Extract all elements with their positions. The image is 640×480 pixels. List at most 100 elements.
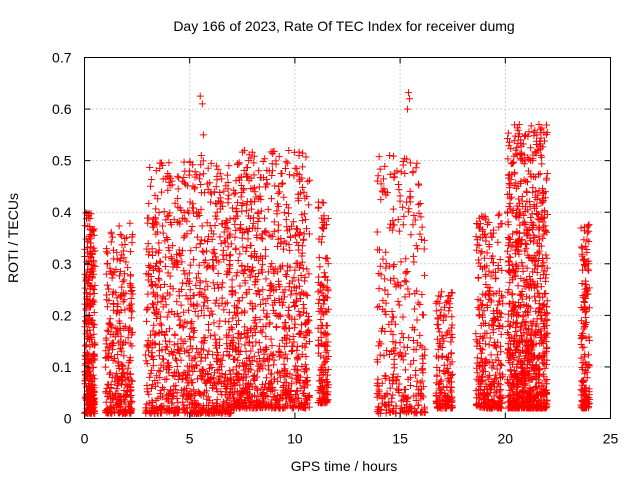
data-point xyxy=(245,286,253,294)
data-point xyxy=(301,392,309,400)
data-point xyxy=(223,348,231,356)
data-point xyxy=(117,344,125,352)
data-point xyxy=(527,386,535,394)
data-point xyxy=(413,316,421,324)
data-point xyxy=(120,352,128,360)
data-point xyxy=(280,245,288,253)
data-point xyxy=(168,177,176,185)
data-point xyxy=(119,370,127,378)
data-point xyxy=(540,259,548,267)
data-point xyxy=(232,226,240,234)
data-point xyxy=(113,294,121,302)
data-point xyxy=(582,242,590,250)
data-point xyxy=(440,361,448,369)
data-point xyxy=(395,227,403,235)
data-point xyxy=(254,217,262,225)
data-point xyxy=(298,217,306,225)
data-point xyxy=(288,315,296,323)
data-point xyxy=(211,221,219,229)
data-point xyxy=(400,392,408,400)
data-point xyxy=(264,355,272,363)
data-point xyxy=(318,223,326,231)
data-point xyxy=(212,162,220,170)
data-point xyxy=(160,208,168,216)
data-point xyxy=(129,290,137,298)
data-point xyxy=(252,338,260,346)
data-point xyxy=(256,192,264,200)
data-point xyxy=(490,290,498,298)
data-point xyxy=(324,215,332,223)
data-point xyxy=(298,362,306,370)
data-point xyxy=(191,399,199,407)
data-point xyxy=(210,369,218,377)
data-point xyxy=(156,373,164,381)
data-point xyxy=(518,295,526,303)
data-point xyxy=(497,386,505,394)
data-point xyxy=(245,225,253,233)
data-point xyxy=(207,332,215,340)
data-point xyxy=(184,396,192,404)
data-point xyxy=(234,304,242,312)
data-point xyxy=(540,290,548,298)
data-point xyxy=(232,272,240,280)
data-point xyxy=(264,268,272,276)
data-point xyxy=(390,173,398,181)
data-point xyxy=(229,314,237,322)
data-point xyxy=(405,205,413,213)
data-point xyxy=(171,386,179,394)
data-point xyxy=(104,380,112,388)
data-point xyxy=(211,299,219,307)
data-point xyxy=(526,234,534,242)
y-tick-label: 0 xyxy=(64,411,72,427)
data-point xyxy=(185,209,193,217)
data-point xyxy=(224,243,232,251)
data-point xyxy=(533,280,541,288)
data-point xyxy=(580,398,588,406)
data-point xyxy=(510,137,518,145)
data-point xyxy=(223,299,231,307)
data-point xyxy=(387,347,395,355)
data-point xyxy=(123,369,131,377)
data-point xyxy=(508,260,516,268)
data-point xyxy=(270,306,278,314)
data-point xyxy=(145,200,153,208)
data-point xyxy=(155,329,163,337)
data-point xyxy=(406,381,414,389)
data-point xyxy=(226,230,234,238)
data-point xyxy=(256,300,264,308)
data-point xyxy=(128,239,136,247)
data-point xyxy=(578,344,586,352)
data-point xyxy=(90,270,98,278)
data-point xyxy=(285,241,293,249)
data-point xyxy=(85,367,93,375)
data-point xyxy=(214,165,222,173)
data-point xyxy=(488,321,496,329)
x-tick-label: 0 xyxy=(81,431,89,447)
data-point xyxy=(250,184,258,192)
data-point xyxy=(165,159,173,167)
data-point xyxy=(85,253,93,261)
data-point xyxy=(235,403,243,411)
data-point xyxy=(124,264,132,272)
data-point xyxy=(156,164,164,172)
data-point xyxy=(300,368,308,376)
data-point xyxy=(513,151,521,159)
data-point xyxy=(376,262,384,270)
data-point xyxy=(298,163,306,171)
data-point xyxy=(288,347,296,355)
data-point xyxy=(520,374,528,382)
data-point xyxy=(511,121,519,129)
data-point xyxy=(282,239,290,247)
data-point xyxy=(267,263,275,271)
data-point xyxy=(176,350,184,358)
data-point xyxy=(405,334,413,342)
data-point xyxy=(382,260,390,268)
data-point xyxy=(144,337,152,345)
data-point xyxy=(121,322,129,330)
data-point xyxy=(473,364,481,372)
data-points xyxy=(81,89,593,417)
data-point xyxy=(142,270,150,278)
data-point xyxy=(243,290,251,298)
data-point xyxy=(494,301,502,309)
data-point xyxy=(505,180,513,188)
